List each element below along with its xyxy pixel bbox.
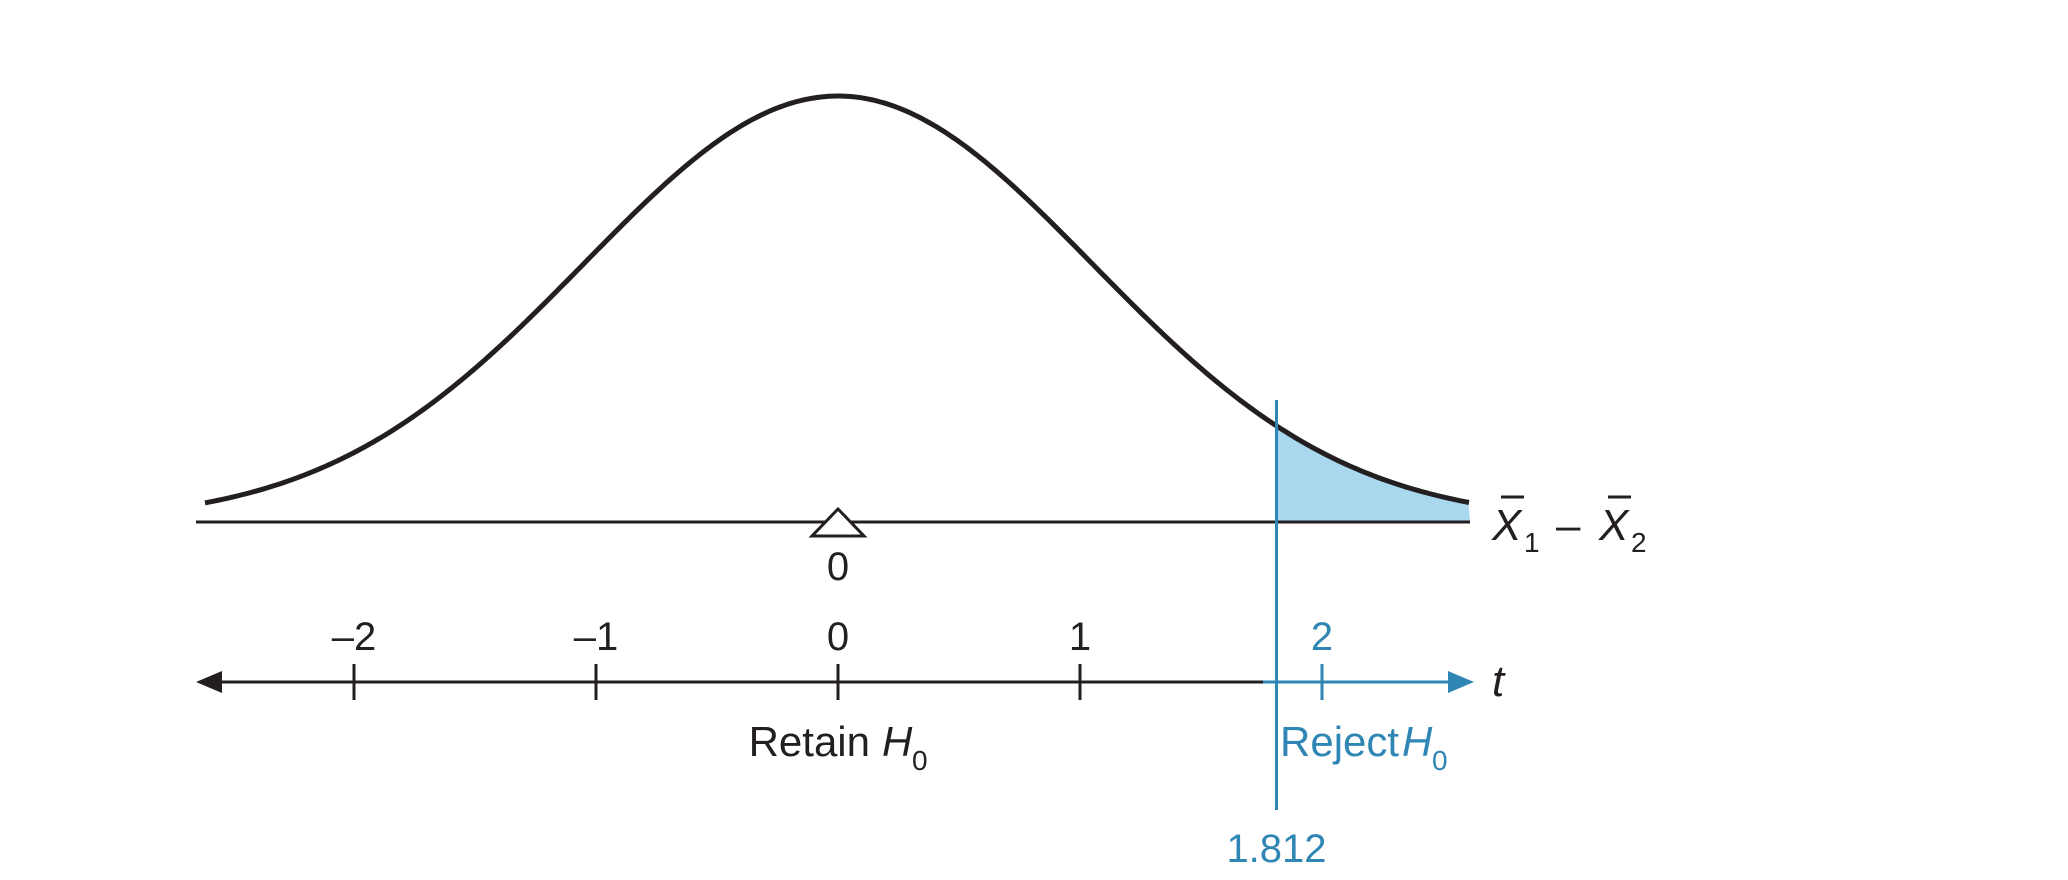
t-tick-label: 1 <box>1069 615 1091 659</box>
mean-difference-label: X 1 – X 2 <box>1491 495 1647 558</box>
t-tick-label: 0 <box>827 615 849 659</box>
mean-tick-label: 0 <box>827 545 849 589</box>
mean-label-minus: – <box>1556 501 1581 550</box>
retain-sub: 0 <box>912 745 928 776</box>
triangle-icon <box>808 506 868 538</box>
distribution-curve <box>204 93 1470 506</box>
reject-h: H <box>1402 718 1433 765</box>
critical-value-label: 1.812 <box>1226 827 1326 871</box>
arrow-right-icon <box>1448 671 1474 693</box>
reject-region-label: Reject H 0 <box>1280 718 1448 776</box>
rejection-region-shading <box>1276 425 1470 522</box>
retain-word: Retain <box>749 718 870 765</box>
t-tick-label: –1 <box>574 615 619 659</box>
arrow-left-icon <box>196 671 222 693</box>
reject-sub: 0 <box>1432 745 1448 776</box>
mean-label-x1: X <box>1491 501 1523 550</box>
t-tick-label: 2 <box>1311 615 1333 659</box>
t-axis-label: t <box>1492 657 1506 706</box>
reject-word: Reject <box>1280 718 1399 765</box>
retain-region-label: Retain H 0 <box>749 718 928 776</box>
retain-h: H <box>882 718 913 765</box>
t-tick-label: –2 <box>332 615 377 659</box>
t-axis-ticks: –2 –1 0 1 2 <box>332 615 1333 700</box>
mean-label-x2: X <box>1598 501 1630 550</box>
mean-label-sub2: 2 <box>1631 527 1647 558</box>
mean-label-sub1: 1 <box>1524 527 1540 558</box>
